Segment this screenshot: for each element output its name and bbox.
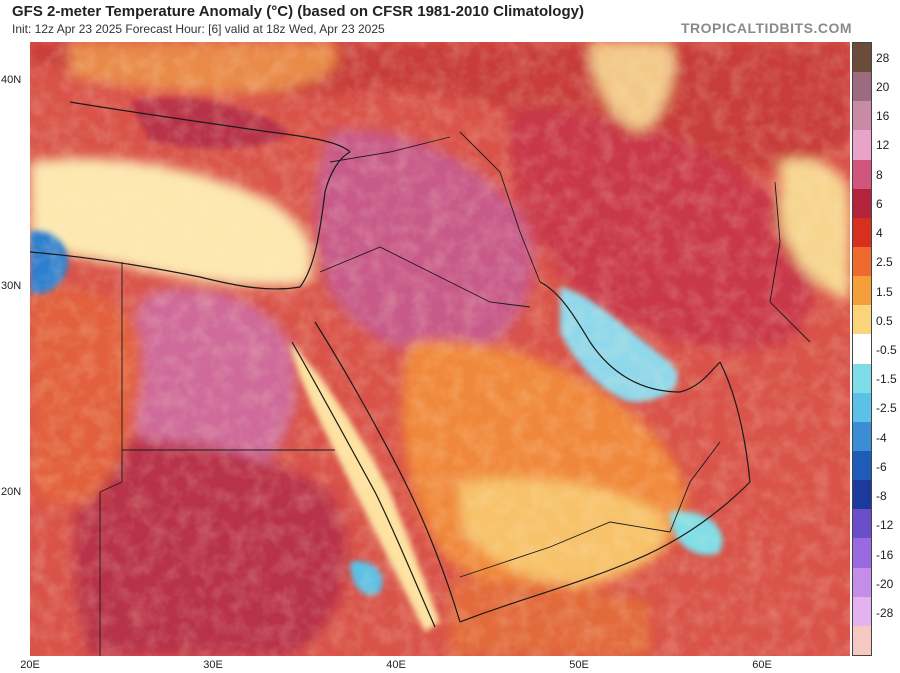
temperature-colorbar: [852, 42, 872, 656]
colorbar-swatch: [853, 246, 871, 277]
arabia-south-coast: [459, 481, 751, 623]
syria-iraq-border: [329, 136, 451, 163]
lon-label-50e: 50E: [569, 659, 589, 671]
colorbar-label: -2.5: [876, 401, 897, 416]
colorbar-swatch: [853, 159, 871, 189]
colorbar-swatch: [853, 509, 871, 539]
colorbar-swatch: [853, 305, 871, 335]
colorbar-swatch: [853, 130, 871, 160]
colorbar-swatch: [853, 72, 871, 102]
colorbar-label: -20: [876, 576, 894, 591]
lat-label-40n: 40N: [1, 74, 22, 86]
colorbar-label: 20: [876, 79, 890, 94]
oman-coast: [719, 361, 751, 483]
colorbar-label: 8: [876, 167, 883, 182]
colorbar-swatch: [853, 363, 871, 393]
colorbar-swatch: [853, 101, 871, 131]
colorbar-swatch: [853, 276, 871, 306]
colorbar-label: 1.5: [876, 284, 893, 299]
lon-label-60e: 60E: [752, 659, 772, 671]
colorbar-label: 28: [876, 50, 890, 65]
saudi-iraq-border: [319, 246, 531, 308]
lon-label-20e: 20E: [20, 659, 40, 671]
mediterranean-coast: [30, 151, 351, 290]
oman-border: [669, 441, 721, 533]
temperature-anomaly-map: [30, 42, 850, 656]
colorbar-swatch: [853, 480, 871, 510]
colorbar-label: 2.5: [876, 255, 893, 270]
saudi-yemen-border: [459, 521, 671, 578]
lon-label-30e: 30E: [203, 659, 223, 671]
lat-label-30n: 30N: [1, 280, 22, 292]
colorbar-label: -4: [876, 430, 887, 445]
colorbar-swatch: [853, 43, 871, 73]
anomaly-field: [30, 42, 850, 656]
colorbar-label: -8: [876, 489, 887, 504]
colorbar-swatch: [853, 450, 871, 481]
colorbar-label: -28: [876, 606, 894, 621]
red-sea-west-coast: [291, 341, 436, 628]
colorbar-swatch: [853, 421, 871, 451]
colorbar-swatch: [853, 538, 871, 568]
colorbar-label: 16: [876, 109, 890, 124]
lon-label-40e: 40E: [386, 659, 406, 671]
iran-afghan-border: [769, 181, 811, 343]
colorbar-label: -16: [876, 547, 894, 562]
colorbar-label: -1.5: [876, 372, 897, 387]
map-header: GFS 2-meter Temperature Anomaly (°C) (ba…: [0, 0, 900, 42]
colorbar-swatch: [853, 334, 871, 364]
colorbar-swatch: [853, 392, 871, 422]
red-sea-east-coast: [314, 321, 461, 623]
coastlines: [30, 101, 751, 628]
colorbar-label: 6: [876, 196, 883, 211]
colorbar-swatch: [853, 596, 871, 626]
colorbar-label: 4: [876, 226, 883, 241]
colorbar-swatch: [853, 625, 871, 655]
forecast-info: Init: 12z Apr 23 2025 Forecast Hour: [6]…: [12, 22, 385, 36]
sudan-west-border: [99, 450, 123, 656]
colorbar-label: -0.5: [876, 343, 897, 357]
country-borders: [99, 131, 811, 656]
colorbar-swatch: [853, 188, 871, 218]
lat-label-20n: 20N: [1, 486, 22, 498]
iran-iraq-border: [459, 131, 541, 283]
colorbar-label: 12: [876, 138, 890, 153]
colorbar-label: 0.5: [876, 313, 893, 328]
anatolia-coast: [69, 101, 351, 153]
gulf-coast: [539, 281, 721, 393]
map-title: GFS 2-meter Temperature Anomaly (°C) (ba…: [12, 3, 584, 20]
colorbar-swatch: [853, 567, 871, 597]
colorbar-swatch: [853, 217, 871, 247]
colorbar-label: -12: [876, 518, 894, 533]
source-watermark: TROPICALTIDBITS.COM: [680, 20, 852, 36]
colorbar-label: -6: [876, 459, 887, 474]
